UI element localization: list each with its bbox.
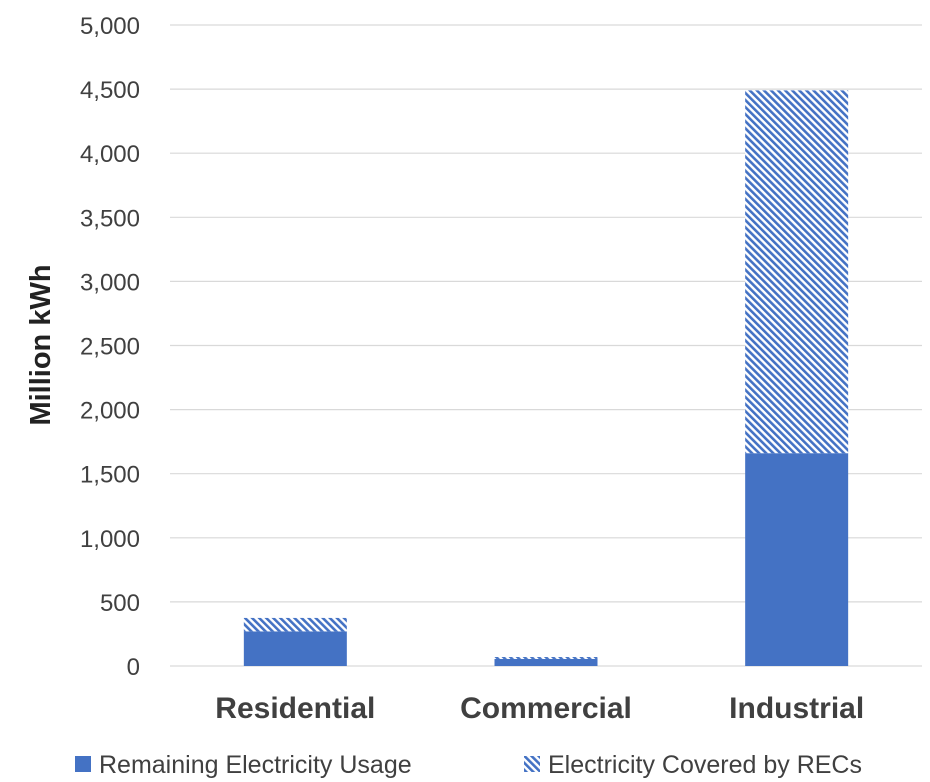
bar-residential-series-1: [243, 617, 347, 632]
x-category-label: Residential: [215, 692, 375, 725]
bar-industrial-series-1: [745, 90, 849, 454]
bars: [243, 90, 849, 666]
x-axis-category-labels: Residential Commercial Industrial: [215, 692, 864, 725]
bar-commercial-series-0: [494, 658, 598, 666]
legend-label: Remaining Electricity Usage: [99, 751, 412, 779]
y-tick-label: 500: [100, 590, 140, 617]
y-tick-label: 5,000: [80, 13, 140, 40]
gridlines: [170, 24, 922, 667]
bar-industrial-series-0: [745, 453, 849, 666]
y-tick-label: 4,500: [80, 77, 140, 104]
y-tick-label: 0: [127, 654, 140, 681]
y-tick-label: 4,000: [80, 141, 140, 168]
legend-label: Electricity Covered by RECs: [548, 751, 862, 779]
legend-swatch: [75, 756, 91, 772]
y-tick-label: 2,000: [80, 398, 140, 425]
x-category-label: Commercial: [460, 692, 632, 725]
legend: Remaining Electricity Usage Electricity C…: [75, 751, 862, 779]
y-tick-label: 3,500: [80, 205, 140, 232]
y-axis-title: Million kWh: [25, 264, 57, 425]
legend-swatch: [524, 756, 540, 772]
y-axis-tick-labels: 0 500 1,000 1,500 2,000 2,500 3,000 3,500 4,000 4…: [80, 13, 140, 681]
y-tick-label: 1,500: [80, 462, 140, 489]
y-tick-label: 2,500: [80, 334, 140, 361]
x-category-label: Industrial: [729, 692, 864, 725]
y-tick-label: 3,000: [80, 269, 140, 296]
y-tick-label: 1,000: [80, 526, 140, 553]
bar-commercial-series-1: [494, 657, 598, 659]
bar-residential-series-0: [243, 631, 347, 666]
